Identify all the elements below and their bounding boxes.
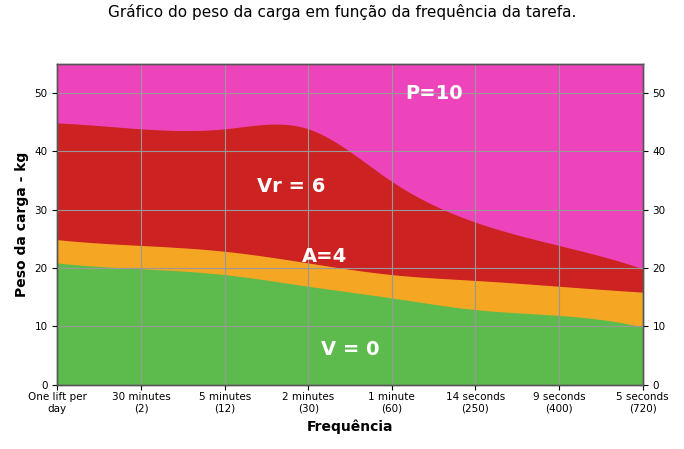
Text: A=4: A=4 — [302, 247, 347, 266]
Text: Gráfico do peso da carga em função da frequência da tarefa.: Gráfico do peso da carga em função da fr… — [108, 4, 576, 21]
Y-axis label: Peso da carga - kg: Peso da carga - kg — [15, 152, 29, 297]
Text: V = 0: V = 0 — [321, 340, 380, 359]
Text: Vr = 6: Vr = 6 — [257, 177, 326, 196]
X-axis label: Frequência: Frequência — [307, 419, 393, 434]
Text: P=10: P=10 — [405, 84, 462, 103]
